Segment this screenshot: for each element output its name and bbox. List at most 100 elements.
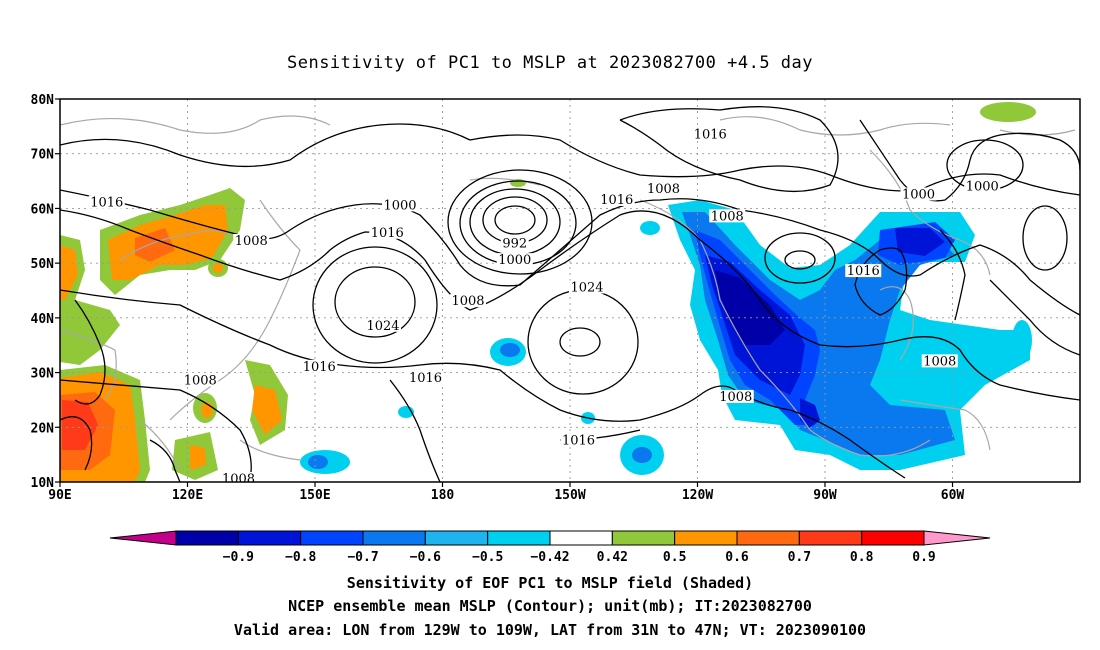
- colorbar-box: [798, 530, 863, 546]
- lat-label: 60N: [31, 202, 55, 217]
- shade-asia-orange-2: [60, 245, 78, 300]
- lat-label: 30N: [31, 367, 55, 382]
- colorbar-tick-label: 0.42: [597, 550, 628, 565]
- contour-label-bg: [569, 280, 605, 294]
- colorbar: −0.9 −0.8 −0.7 −0.6 −0.5 −0.42 0.42 0.5 0.6 0.7 0.…: [109, 530, 991, 565]
- colorbar-box: [611, 530, 676, 546]
- caption-line-2: NCEP ensemble mean MSLP (Contour); unit(…: [288, 597, 812, 615]
- contour-label-bg: [233, 233, 270, 247]
- shade-phil-orange: [252, 385, 282, 435]
- lon-label: 120E: [172, 488, 203, 503]
- contour-label: 1016: [600, 193, 633, 208]
- shade-na-blue4: [715, 270, 785, 345]
- shade-scs-orange: [190, 445, 206, 470]
- coastlines: [60, 115, 1076, 471]
- contour-label-bg: [645, 182, 682, 196]
- contour-label: 1000: [966, 179, 999, 194]
- contour-label-bg: [560, 433, 597, 447]
- contour-label-bg: [182, 373, 219, 387]
- colorbar-right-triangle: [923, 530, 991, 546]
- chart-title: Sensitivity of PC1 to MSLP at 2023082700…: [287, 53, 813, 73]
- colorbar-box: [487, 530, 551, 546]
- lat-label: 10N: [31, 476, 55, 491]
- colorbar-box: [424, 530, 489, 546]
- shade-asia-red-1: [135, 228, 175, 262]
- contour-label-bg: [845, 264, 882, 278]
- contour-label-bg: [500, 236, 529, 250]
- contour-label: 1016: [371, 226, 404, 241]
- lat-label: 50N: [31, 257, 55, 272]
- contour-label: 1024: [366, 319, 399, 334]
- contour-label: 1016: [562, 434, 595, 449]
- contour-label: 1016: [303, 360, 336, 375]
- latitude-axis: 80N 70N 60N 50N 40N 30N 20N 10N: [31, 93, 60, 491]
- sensitivity-shading: [60, 102, 1036, 482]
- contour-label: 1024: [570, 281, 603, 296]
- contour-label-bg: [709, 209, 746, 223]
- colorbar-box: [674, 530, 738, 546]
- contour-label: 1008: [451, 294, 484, 309]
- colorbar-left-triangle: [109, 530, 177, 546]
- contour-label: 1016: [409, 371, 442, 386]
- contour-label: 1008: [184, 374, 217, 389]
- caption-line-3: Valid area: LON from 129W to 109W, LAT f…: [234, 621, 866, 639]
- contour-label-bg: [382, 198, 418, 212]
- contour-label-bg: [88, 195, 125, 209]
- lon-label: 90W: [813, 488, 837, 503]
- contour-label-bg: [450, 294, 486, 308]
- contour-label: 1008: [711, 209, 744, 224]
- lon-label: 120W: [682, 488, 713, 503]
- lat-label: 20N: [31, 421, 55, 436]
- colorbar-tick-label: −0.8: [285, 550, 316, 565]
- shade-na-blue3b: [895, 228, 945, 256]
- lon-label: 180: [431, 488, 455, 503]
- colorbar-box: [300, 530, 364, 546]
- lat-label: 80N: [31, 93, 55, 108]
- contour-label: 1008: [647, 182, 680, 197]
- lat-label: 40N: [31, 312, 55, 327]
- colorbar-tick-label: 0.6: [725, 550, 749, 565]
- colorbar-box: [736, 530, 800, 546]
- colorbar-box: [175, 530, 239, 546]
- contour-label-bg: [900, 187, 937, 201]
- lon-label: 150E: [299, 488, 330, 503]
- contour-label-bg: [220, 472, 257, 482]
- colorbar-tick-label: −0.9: [223, 550, 254, 565]
- mslp-contours: [60, 106, 1080, 482]
- shade-asia-red-3b: [62, 400, 98, 450]
- colorbar-tick-label: 0.7: [788, 550, 811, 565]
- contour-label: 1016: [694, 127, 727, 142]
- contour-label-bg: [692, 127, 729, 141]
- colorbar-tick-label: −0.5: [472, 550, 503, 565]
- lon-label: 150W: [554, 488, 585, 503]
- contour-label: 1016: [847, 264, 880, 279]
- lat-label: 70N: [31, 148, 55, 163]
- colorbar-tick-label: 0.5: [663, 550, 686, 565]
- contour-label: 1008: [923, 354, 956, 369]
- colorbar-tick-label: 0.9: [912, 550, 935, 565]
- colorbar-box: [861, 530, 925, 546]
- colorbar-tick-label: −0.7: [347, 550, 378, 565]
- lon-label: 90E: [48, 488, 71, 503]
- contour-label: 1008: [235, 234, 268, 249]
- contour-label: 992: [502, 237, 527, 252]
- contour-label: 1016: [90, 196, 123, 211]
- colorbar-tick-label: −0.6: [410, 550, 441, 565]
- colorbar-tick-label: 0.8: [850, 550, 874, 565]
- contour-label-bg: [598, 192, 635, 206]
- contour-label-bg: [369, 225, 406, 239]
- colorbar-box: [549, 530, 613, 546]
- contour-label-bg: [717, 389, 754, 403]
- contour-label-bg: [365, 318, 401, 332]
- colorbar-box: [362, 530, 426, 546]
- contour-label: 1000: [902, 187, 935, 202]
- caption-line-1: Sensitivity of EOF PC1 to MSLP field (Sh…: [347, 574, 753, 592]
- contour-label-bg: [301, 359, 338, 373]
- contour-label: 1008: [719, 390, 752, 405]
- contour-label: 1000: [383, 198, 416, 213]
- contour-label-bg: [496, 253, 533, 267]
- lon-label: 60W: [941, 488, 965, 503]
- contour-labels: 1016 1008 1000 1016 992 1000 1008 1024 1016 1016 1…: [88, 127, 1001, 482]
- colorbar-box: [237, 530, 302, 546]
